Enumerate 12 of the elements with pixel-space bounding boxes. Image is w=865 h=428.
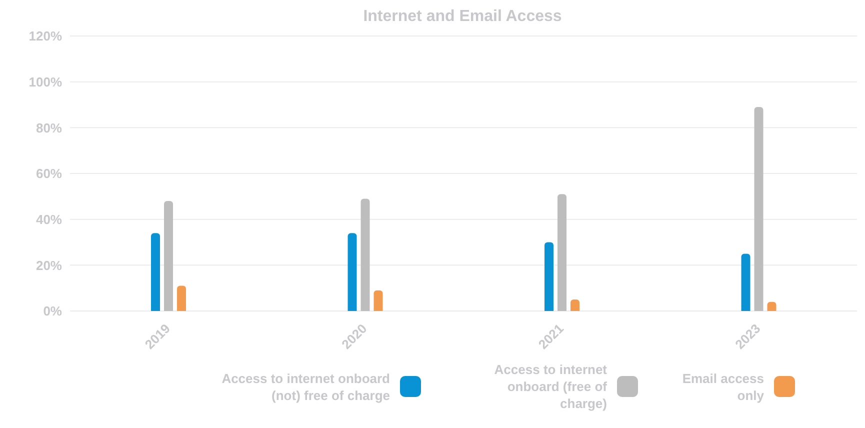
bar: [558, 194, 566, 311]
bar: [177, 286, 186, 311]
bar: [544, 242, 554, 311]
bar: [754, 107, 764, 311]
bar: [151, 233, 160, 311]
bar: [741, 254, 750, 311]
bar: [348, 233, 357, 311]
bar: [360, 198, 370, 311]
bar: [374, 290, 383, 311]
bar: [570, 300, 580, 311]
bar: [164, 201, 173, 311]
bar: [767, 302, 776, 311]
